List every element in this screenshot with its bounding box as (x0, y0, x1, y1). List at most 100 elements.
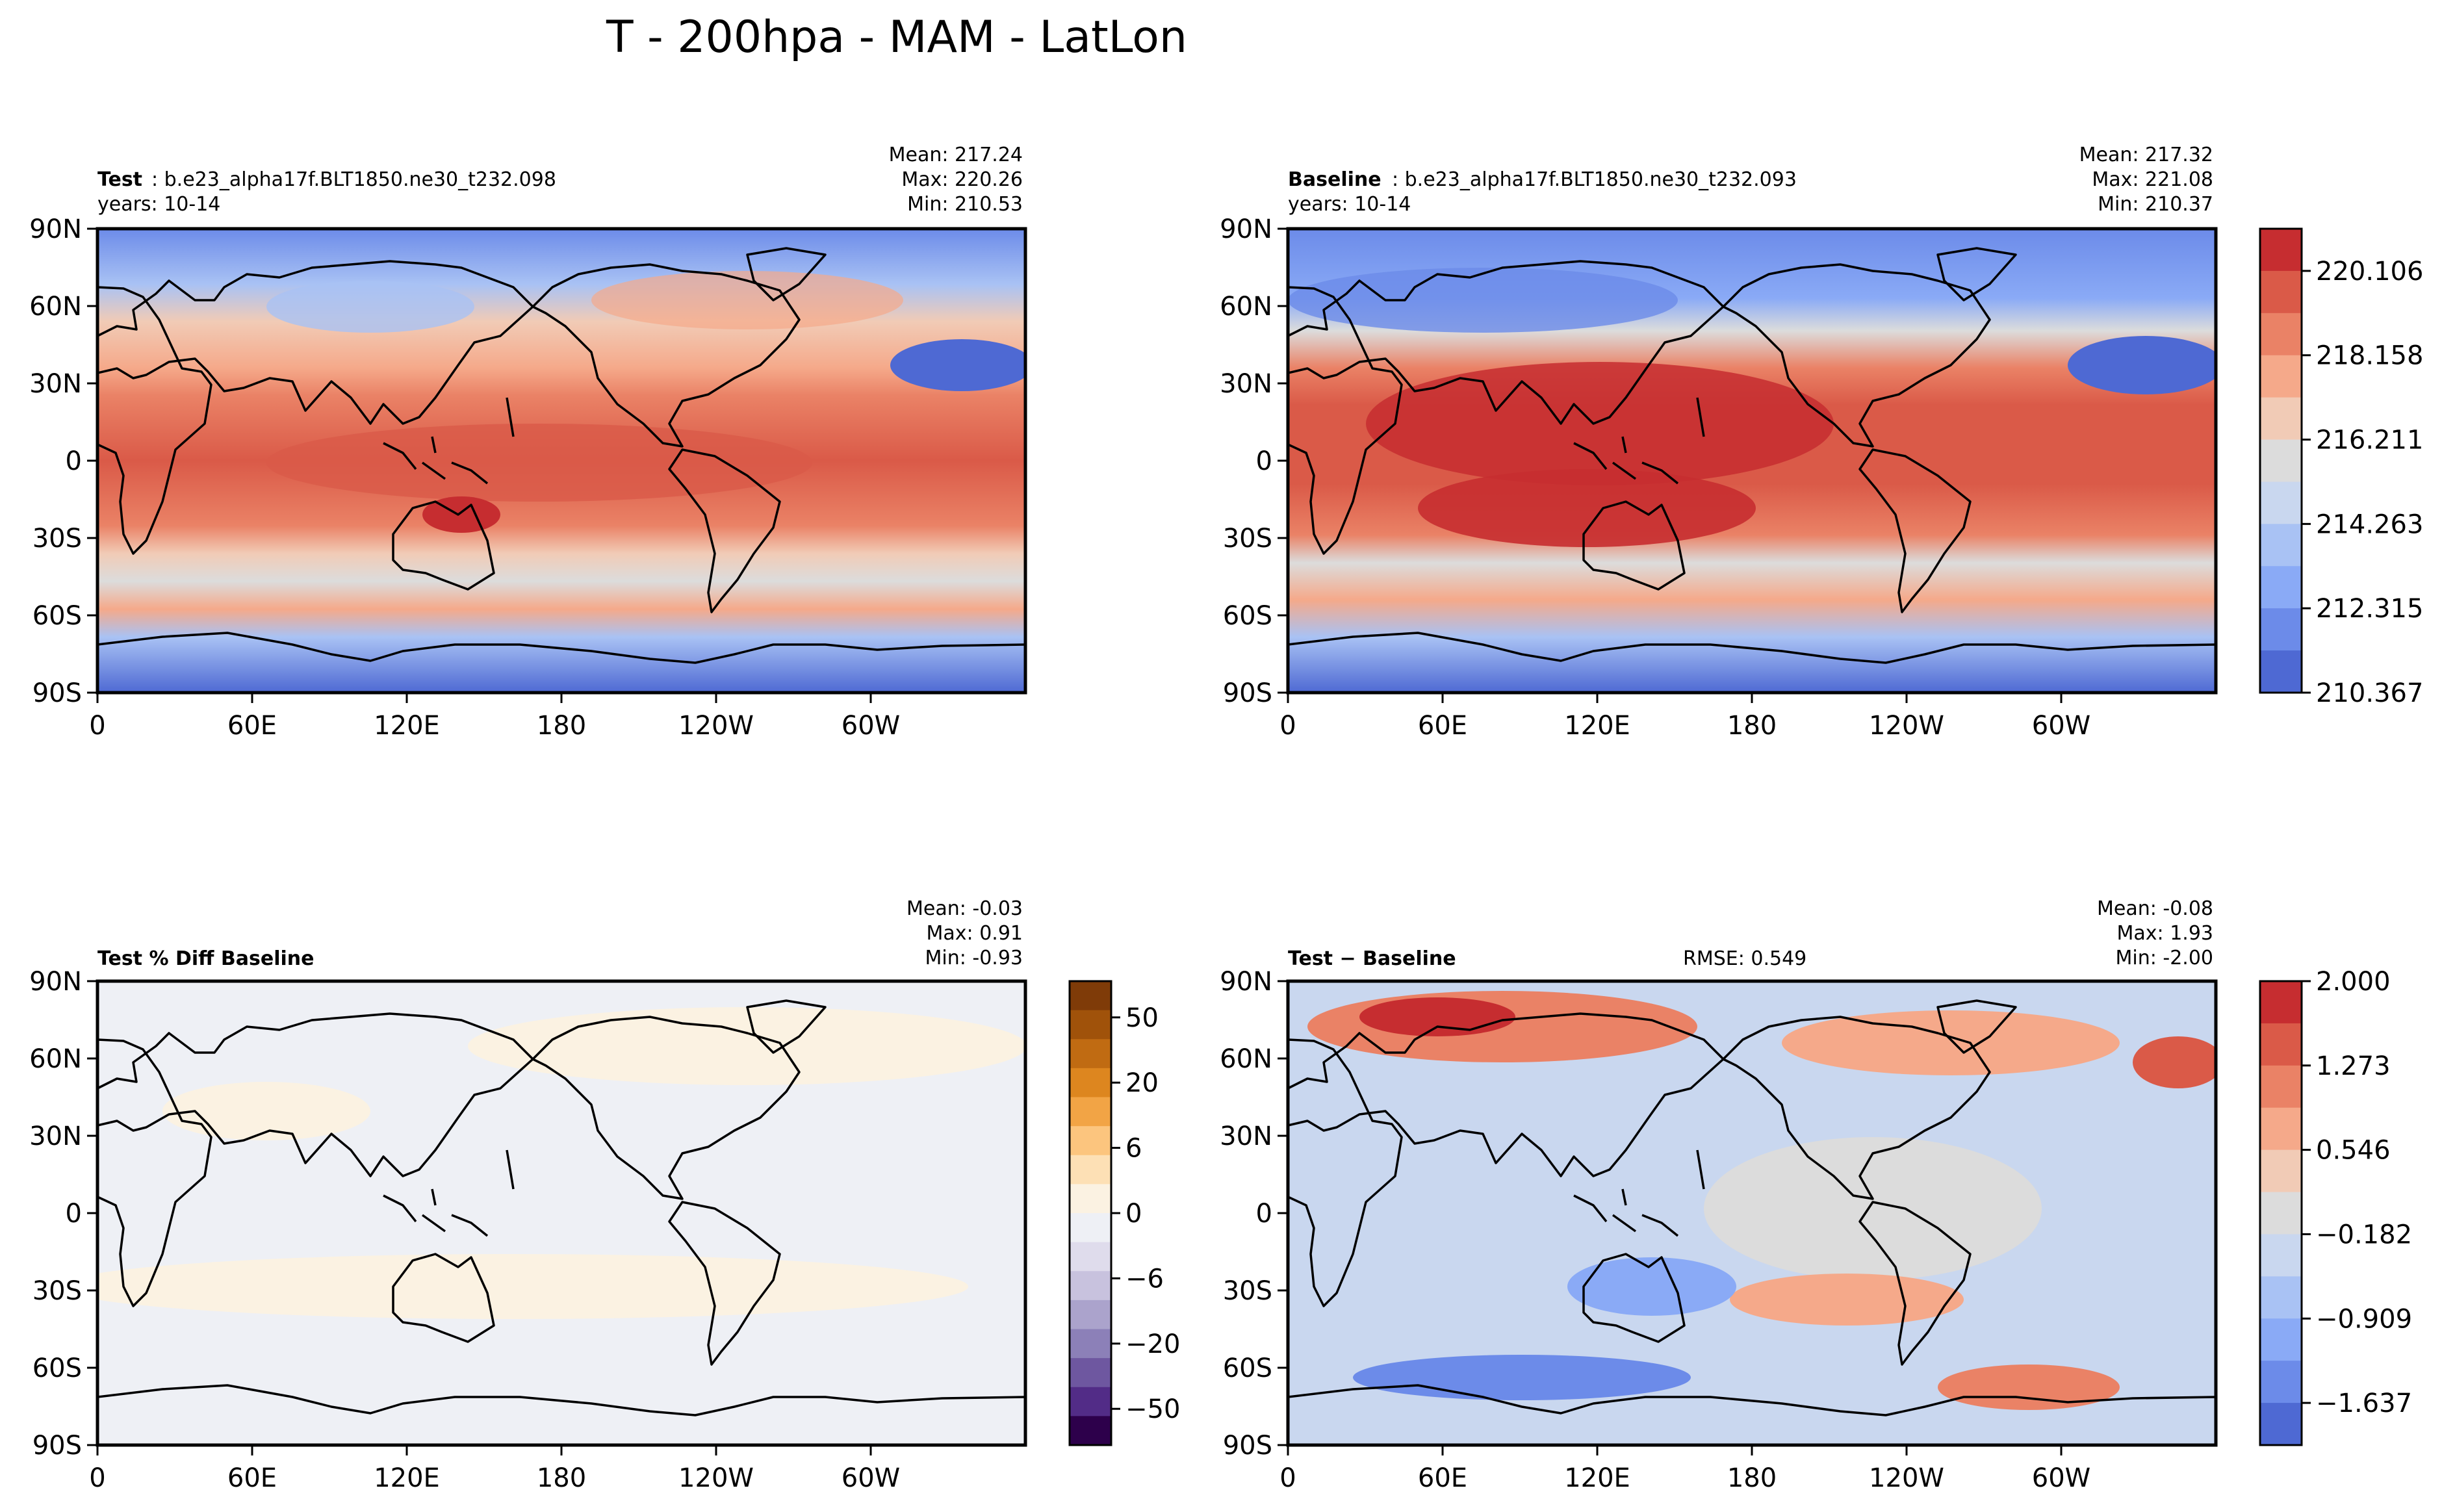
colorbar-swatch (2260, 981, 2302, 1024)
colorbar-swatch (1070, 1184, 1111, 1214)
colorbar-swatch (2260, 1318, 2302, 1361)
stat-max: Max: 1.93 (2117, 922, 2213, 945)
stat-mean: Mean: 217.24 (889, 144, 1023, 166)
x-tick-label: 120E (1564, 711, 1630, 741)
cool-north-atlantic-test (890, 339, 1025, 391)
colorbar-swatch (1070, 1300, 1111, 1330)
panel-years: years: 10-14 (1288, 193, 1411, 216)
colorbar-swatch (1070, 1271, 1111, 1301)
x-tick-label: 120W (1869, 1463, 1944, 1493)
x-tick-label: 180 (537, 711, 586, 741)
colorbar-swatch (1070, 1039, 1111, 1069)
colorbar-tick-label: −1.637 (2316, 1389, 2412, 1418)
y-tick-label: 90S (1223, 1431, 1272, 1461)
colorbar-tick-label: 0 (1125, 1199, 1142, 1229)
panel-test: Test : b.e23_alpha17f.BLT1850.ne30_t232.… (29, 144, 1027, 741)
colorbar-frame (2259, 227, 2303, 694)
colorbar-swatch (1070, 1010, 1111, 1040)
panel-title-label: Test % Diff Baseline (97, 947, 315, 970)
x-tick-label: 0 (89, 711, 105, 741)
colorbar-tick-label: 214.263 (2316, 509, 2423, 539)
stat-max: Max: 0.91 (927, 922, 1023, 945)
panel-title-label: Test (97, 168, 142, 191)
colorbar-tick-label: 212.315 (2316, 594, 2423, 624)
warm-pool-baseline (1366, 362, 1834, 485)
colorbar-tick-label: 20 (1125, 1068, 1159, 1098)
x-tick-label: 60W (842, 1463, 900, 1493)
y-tick-label: 90N (29, 214, 82, 244)
colorbar-tick-label: 50 (1125, 1003, 1159, 1033)
figure-title: T - 200hpa - MAM - LatLon (606, 12, 1187, 63)
panel-title-label: Baseline (1288, 168, 1382, 191)
stat-max: Max: 221.08 (2092, 168, 2213, 191)
diff-warm (1938, 1365, 2120, 1410)
cool-nh-baseline (1288, 268, 1678, 333)
x-tick-label: 120W (1869, 711, 1944, 741)
cool-north-atlantic-baseline (2068, 336, 2216, 394)
colorbar-swatch (1070, 1358, 1111, 1388)
x-tick-label: 60E (227, 711, 277, 741)
stat-min: Min: -2.00 (2116, 947, 2214, 969)
colorbar-swatch (2260, 566, 2302, 609)
x-tick-label: 0 (1279, 711, 1296, 741)
colorbar-tick-label: −6 (1125, 1264, 1164, 1294)
colorbar-tick-label: 0.546 (2316, 1136, 2391, 1166)
colorbar-swatch (1070, 1329, 1111, 1359)
stat-mean: Mean: -0.08 (2097, 897, 2213, 920)
stat-max: Max: 220.26 (901, 168, 1023, 191)
y-tick-label: 60S (32, 1353, 82, 1383)
y-tick-label: 90S (32, 678, 82, 708)
positive-band (468, 1007, 1025, 1085)
panel-title-case: : b.e23_alpha17f.BLT1850.ne30_t232.098 (151, 168, 556, 191)
colorbar-tick-label: 216.211 (2316, 426, 2423, 455)
x-tick-label: 180 (1727, 711, 1777, 741)
colorbar-swatch (2260, 313, 2302, 356)
y-tick-label: 0 (1256, 446, 1272, 476)
stat-min: Min: -0.93 (925, 947, 1023, 969)
y-tick-label: 30S (32, 1276, 82, 1306)
y-tick-label: 90S (1223, 678, 1272, 708)
y-tick-label: 90N (1220, 214, 1272, 244)
x-tick-label: 120E (374, 711, 440, 741)
colorbar-swatch (2260, 1023, 2302, 1066)
colorbar-swatch (2260, 229, 2302, 272)
y-tick-label: 60S (32, 601, 82, 631)
y-tick-label: 30N (29, 369, 82, 399)
colorbar-swatch (2260, 608, 2302, 651)
colorbar-swatch (1070, 981, 1111, 1011)
y-tick-label: 90S (32, 1431, 82, 1461)
colorbar-frame (2259, 980, 2303, 1446)
colorbar-tick-label: 218.158 (2316, 341, 2423, 371)
x-tick-label: 0 (1279, 1463, 1296, 1493)
panel-pct-diff: Test % Diff Baseline Mean: -0.03 Max: 0.… (29, 897, 1180, 1493)
y-tick-label: 60S (1223, 1353, 1272, 1383)
positive-band (97, 1254, 968, 1319)
colorbar-tick-label: 210.367 (2316, 678, 2423, 708)
colorbar-swatch (1070, 1213, 1111, 1243)
y-tick-label: 30S (1223, 1276, 1272, 1306)
panel-title-label: Test − Baseline (1288, 947, 1456, 970)
x-tick-label: 60W (2032, 1463, 2090, 1493)
y-tick-label: 60N (1220, 292, 1272, 322)
x-tick-label: 120E (1564, 1463, 1630, 1493)
colorbar-swatch (2260, 1149, 2302, 1193)
x-tick-label: 180 (1727, 1463, 1777, 1493)
x-tick-label: 60W (842, 711, 900, 741)
colorbar-swatch (2260, 270, 2302, 314)
stat-min: Min: 210.53 (907, 193, 1023, 216)
diff-cool (1353, 1355, 1691, 1400)
colorbar-tick-label: −0.909 (2316, 1304, 2412, 1334)
diff-warm (2133, 1036, 2216, 1088)
y-tick-label: 90N (29, 967, 82, 997)
colorbar-swatch (2260, 397, 2302, 441)
colorbar-swatch (2260, 439, 2302, 482)
y-tick-label: 30S (1223, 524, 1272, 554)
diff-warm (1782, 1010, 2120, 1075)
colorbar-swatch (2260, 1403, 2302, 1446)
y-tick-label: 0 (1256, 1199, 1272, 1229)
cool-nh-test (266, 281, 474, 333)
colorbar-swatch (2260, 355, 2302, 398)
x-tick-label: 60E (1418, 1463, 1467, 1493)
colorbar-swatch (1070, 1416, 1111, 1446)
positive-band (162, 1082, 370, 1140)
